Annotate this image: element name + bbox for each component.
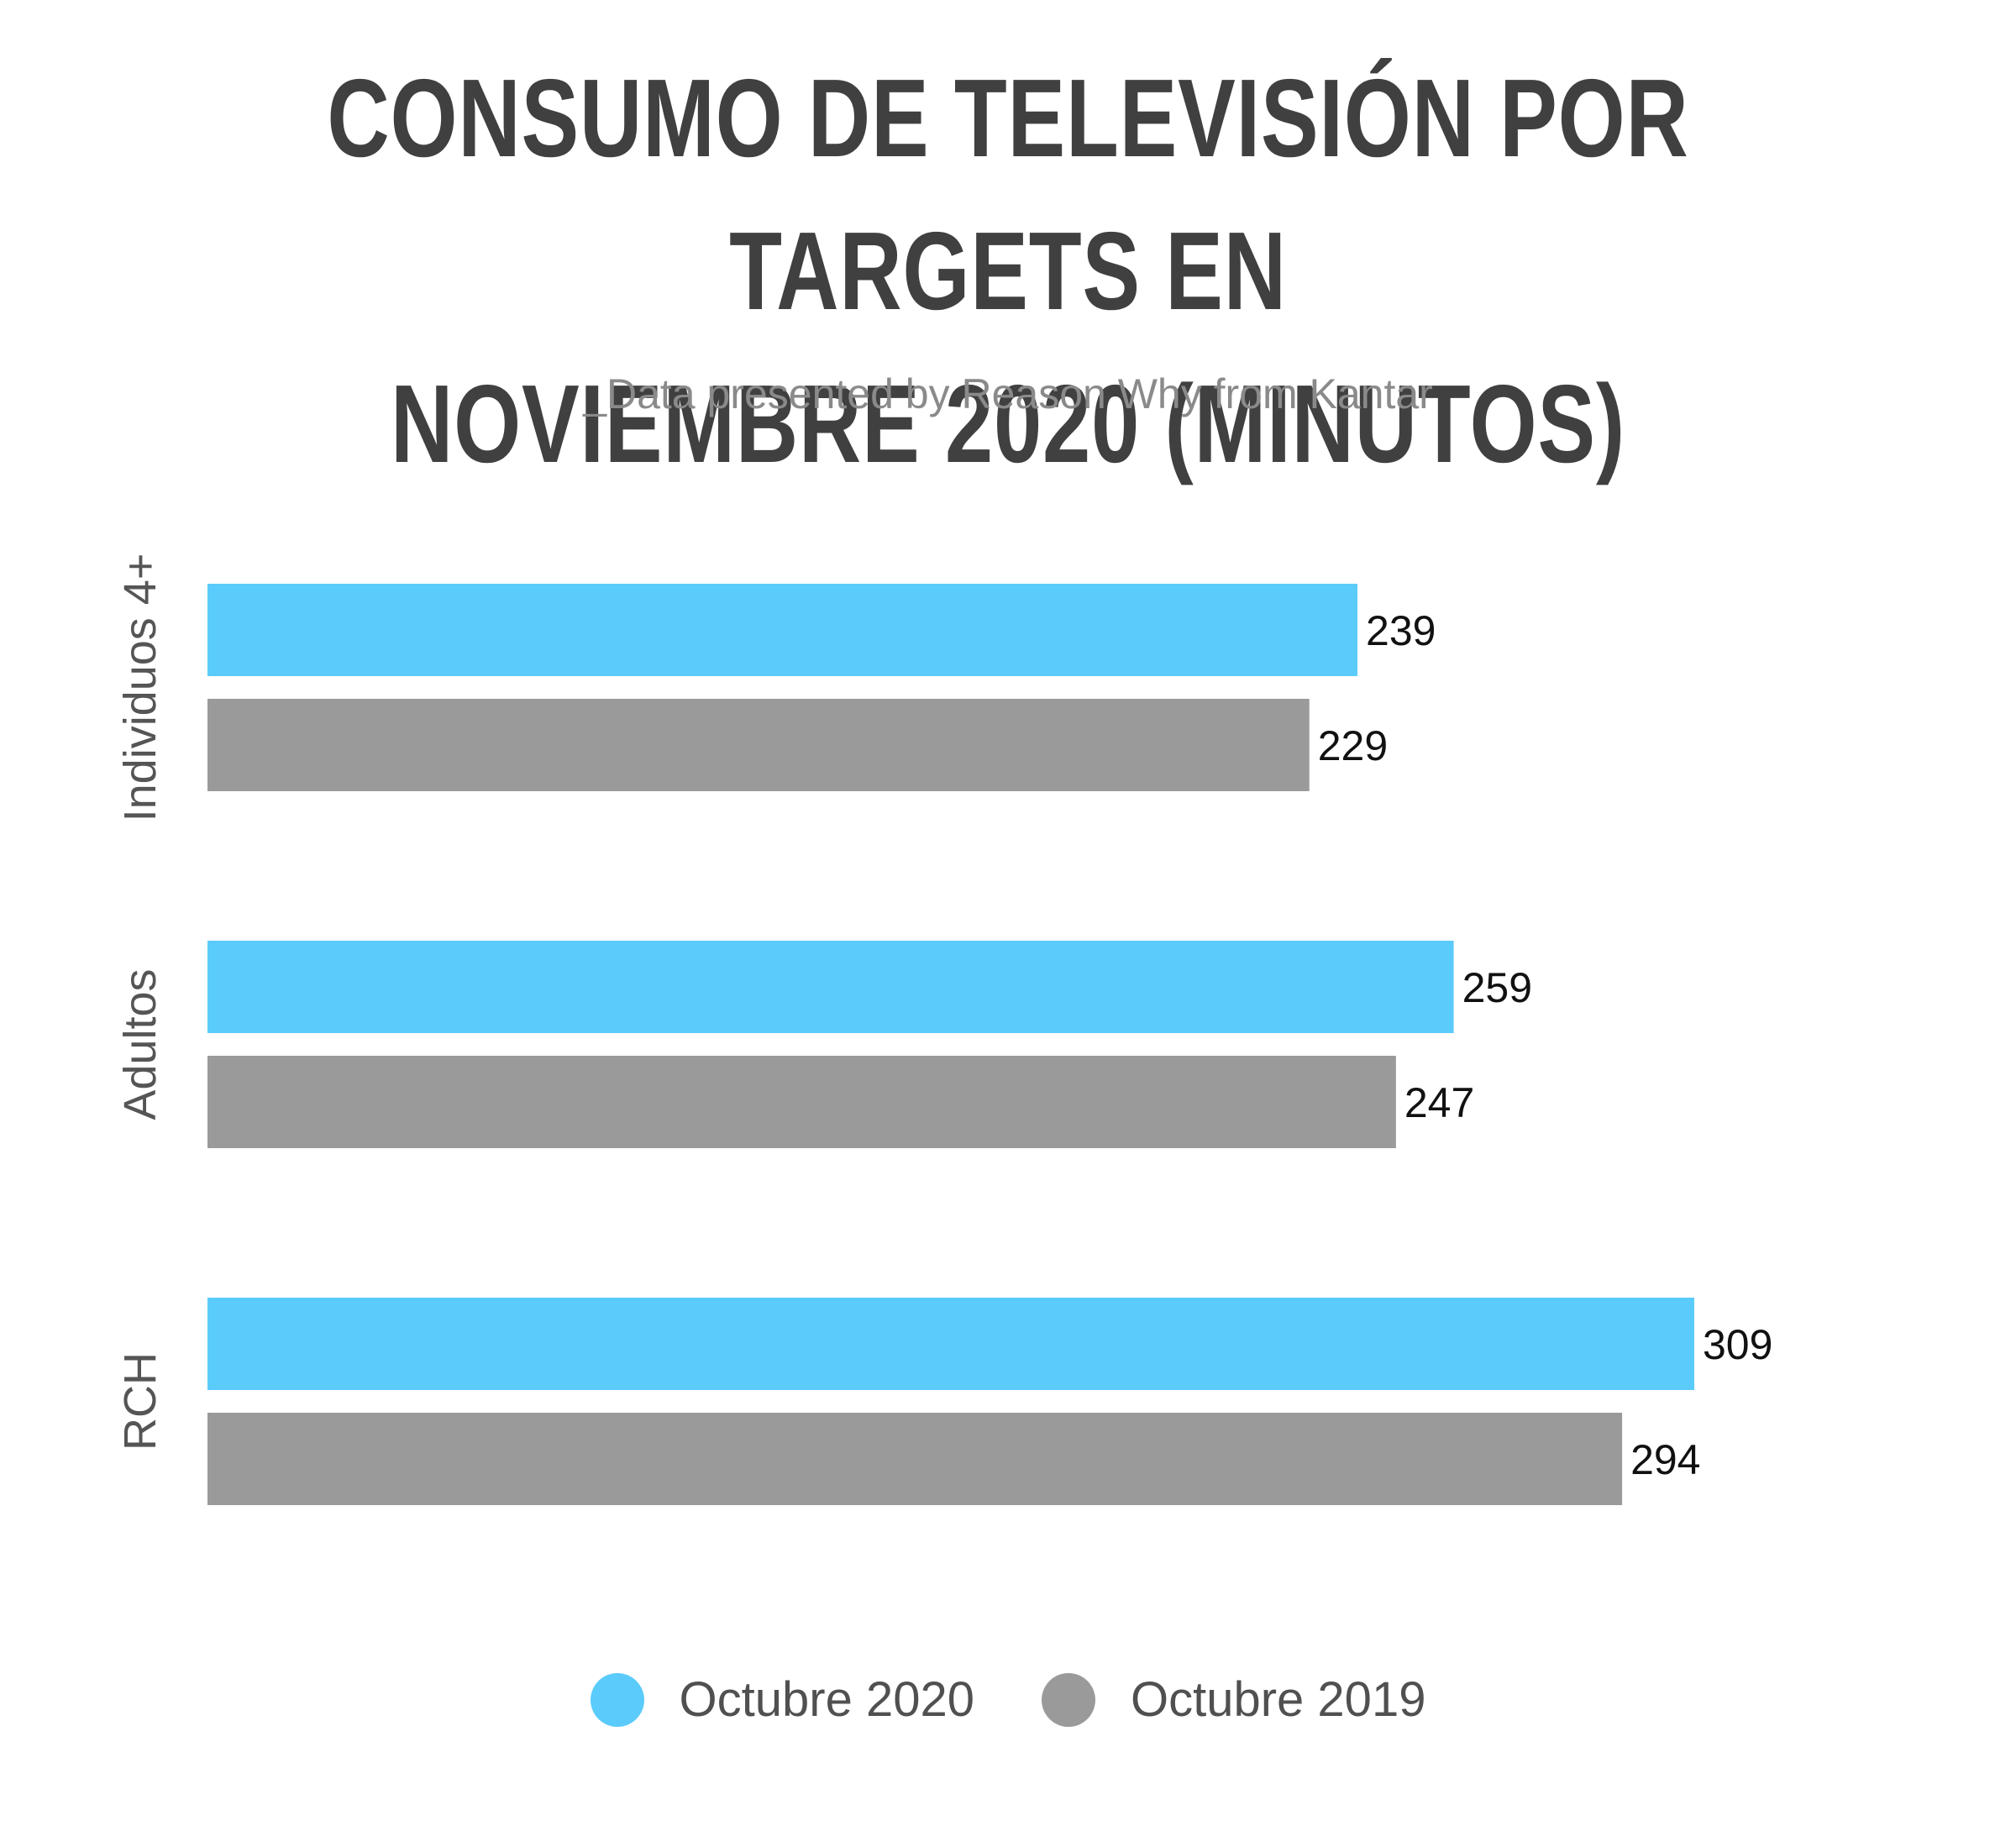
chart-title-line-1: CONSUMO DE TELEVISIÓN POR TARGETS EN: [327, 56, 1689, 333]
legend-label-series-2: Octubre 2019: [1131, 1672, 1426, 1727]
data-label-2-1: 229: [1318, 722, 1388, 769]
bar-2-3: [207, 1413, 1623, 1505]
bar-1-2: [207, 941, 1454, 1033]
legend-swatch-series-2: [1042, 1672, 1095, 1727]
data-label-1-3: 309: [1703, 1321, 1772, 1368]
data-label-2-2: 247: [1404, 1079, 1474, 1126]
bar-2-2: [207, 1056, 1396, 1148]
chart-title-line-2: NOVIEMBRE 2020 (MINUTOS): [391, 362, 1625, 485]
bar-2-1: [207, 699, 1310, 791]
data-label-2-3: 294: [1630, 1436, 1700, 1483]
chart-subtitle: _Data presented by Reason Why from Kanta…: [583, 370, 1433, 417]
legend-item-series-1: Octubre 2020: [590, 1671, 974, 1728]
data-label-1-1: 239: [1366, 607, 1436, 654]
legend-label-series-1: Octubre 2020: [679, 1672, 974, 1727]
category-label-3: RCH: [115, 1352, 165, 1451]
category-label-1: Individuos 4+: [115, 553, 165, 822]
bar-1-1: [207, 584, 1358, 676]
legend-swatch-series-1: [590, 1672, 644, 1727]
data-label-1-2: 259: [1462, 964, 1532, 1011]
category-label-2: Adultos: [115, 968, 165, 1120]
chart-title: CONSUMO DE TELEVISIÓN POR TARGETS EN NOV…: [222, 42, 1794, 501]
bar-1-3: [207, 1298, 1694, 1390]
bar-chart: 239 229 Individuos 4+ 259 247 Adultos 309 294 RC…: [115, 553, 1772, 1505]
legend: Octubre 2020 Octubre 2019: [0, 1671, 2016, 1728]
legend-item-series-2: Octubre 2019: [1042, 1671, 1425, 1728]
